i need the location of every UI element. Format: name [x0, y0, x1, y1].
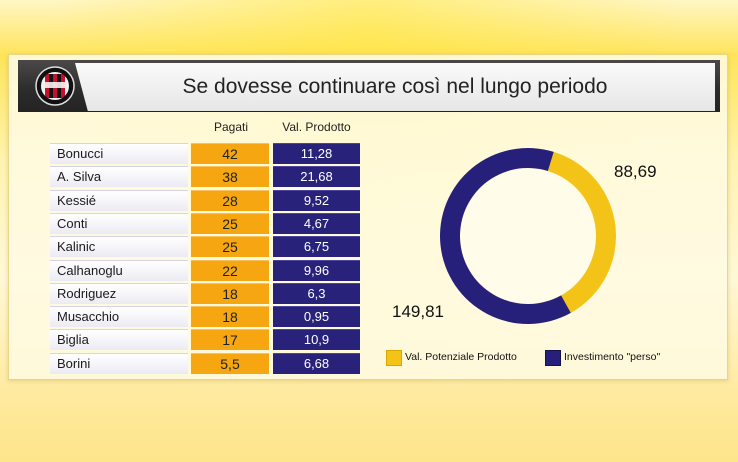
table-row: Calhanoglu 22 9,96: [50, 260, 360, 281]
paid-value: 22: [191, 260, 269, 281]
produced-value: 11,28: [273, 143, 360, 164]
legend-swatch-lost: [545, 350, 561, 366]
table-row: Rodriguez 18 6,3: [50, 283, 360, 304]
produced-value: 0,95: [273, 306, 360, 327]
donut-hole: [460, 168, 596, 304]
player-name: Kalinic: [50, 236, 188, 257]
player-name: Borini: [50, 353, 188, 374]
player-name: Rodriguez: [50, 283, 188, 304]
produced-value: 10,9: [273, 329, 360, 350]
paid-value: 25: [191, 213, 269, 234]
paid-value: 42: [191, 143, 269, 164]
table-row: A. Silva 38 21,68: [50, 166, 360, 187]
produced-value: 4,67: [273, 213, 360, 234]
slice-label-lost: 149,81: [392, 302, 444, 321]
table-row: Biglia 17 10,9: [50, 329, 360, 350]
donut-chart: [440, 148, 616, 324]
legend-label-potential: Val. Potenziale Prodotto: [405, 351, 517, 363]
paid-value: 25: [191, 236, 269, 257]
player-name: Biglia: [50, 329, 188, 350]
player-name: Conti: [50, 213, 188, 234]
table-row: Kalinic 25 6,75: [50, 236, 360, 257]
paid-value: 28: [191, 190, 269, 211]
produced-value: 9,96: [273, 260, 360, 281]
donut-slice-potential: [547, 151, 616, 313]
player-name: Bonucci: [50, 143, 188, 164]
legend-label-lost: Investimento "perso": [564, 351, 661, 363]
table-row: Bonucci 42 11,28: [50, 143, 360, 164]
player-name: Kessié: [50, 190, 188, 211]
paid-value: 17: [191, 329, 269, 350]
title-box: [75, 63, 715, 111]
produced-value: 9,52: [273, 190, 360, 211]
player-name: Musacchio: [50, 306, 188, 327]
paid-value: 18: [191, 283, 269, 304]
paid-value: 18: [191, 306, 269, 327]
paid-value: 5,5: [191, 353, 269, 374]
legend-swatch-potential: [386, 350, 402, 366]
table-row: Kessié 28 9,52: [50, 190, 360, 211]
ac-milan-logo: [35, 66, 75, 106]
table-row: Conti 25 4,67: [50, 213, 360, 234]
table-row: Borini 5,5 6,68: [50, 353, 360, 374]
player-name: A. Silva: [50, 166, 188, 187]
produced-value: 21,68: [273, 166, 360, 187]
slice-label-potential: 88,69: [614, 162, 657, 181]
table-row: Musacchio 18 0,95: [50, 306, 360, 327]
donut-slice-lost: [440, 148, 571, 324]
column-header-paid: Pagati: [213, 120, 249, 134]
page-title: Se dovesse continuare così nel lungo per…: [182, 75, 608, 98]
player-name: Calhanoglu: [50, 260, 188, 281]
produced-value: 6,75: [273, 236, 360, 257]
produced-value: 6,3: [273, 283, 360, 304]
column-header-value: Val. Prodotto: [282, 120, 351, 134]
paid-value: 38: [191, 166, 269, 187]
produced-value: 6,68: [273, 353, 360, 374]
